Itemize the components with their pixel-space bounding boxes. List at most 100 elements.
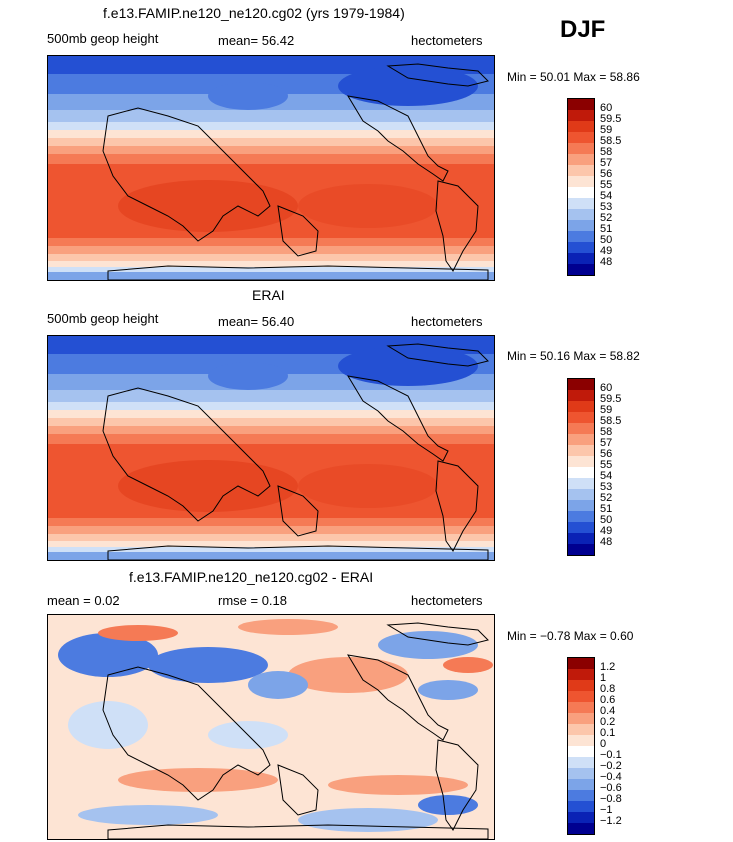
colorbar-tick-label: 50 (600, 234, 613, 246)
colorbar-tick-label: 0.8 (600, 683, 616, 695)
colorbar-tick-label: 1 (600, 672, 607, 684)
colorbar-tick-label: 1.2 (600, 661, 616, 673)
colorbar-tick-label: −1 (600, 804, 613, 816)
field-band (48, 541, 494, 547)
coastline (107, 545, 489, 560)
panel-1-colorbar (567, 98, 595, 276)
colorbar-swatch (568, 790, 594, 801)
colorbar-swatch (568, 187, 594, 198)
colorbar-swatch (568, 434, 594, 445)
field-band (48, 534, 494, 541)
field-band (48, 267, 494, 272)
colorbar-swatch (568, 724, 594, 735)
field-anomaly (78, 805, 218, 825)
panel-2-minmax: Min = 50.16 Max = 58.82 (507, 349, 640, 363)
panel-3-minmax: Min = −0.78 Max = 0.60 (507, 629, 634, 643)
colorbar-tick-label: 59 (600, 124, 613, 136)
colorbar-tick-label: 0.2 (600, 716, 616, 728)
colorbar-swatch (568, 99, 594, 110)
field-trough (208, 82, 288, 110)
field-band (48, 390, 494, 402)
season-label: DJF (560, 16, 606, 43)
colorbar-swatch (568, 713, 594, 724)
panel-2-map (47, 335, 495, 561)
coastline (107, 824, 489, 839)
field-anomaly (68, 701, 148, 749)
coastline (102, 387, 271, 522)
panel-3-title: f.e13.FAMIP.ne120_ne120.cg02 - ERAI (129, 569, 374, 585)
colorbar-swatch (568, 500, 594, 511)
colorbar-swatch (568, 779, 594, 790)
colorbar-tick-label: 0 (600, 738, 607, 750)
field-band (48, 122, 494, 130)
colorbar-swatch (568, 757, 594, 768)
field-band (48, 552, 494, 560)
coastline (435, 460, 479, 552)
coastline (277, 485, 319, 537)
colorbar-swatch (568, 445, 594, 456)
colorbar-swatch (568, 209, 594, 220)
field-anomaly (378, 631, 478, 659)
colorbar-tick-label: 0.4 (600, 705, 616, 717)
coastline (347, 654, 449, 741)
colorbar-tick-label: −0.1 (600, 749, 622, 761)
coastline (386, 63, 489, 87)
panel-3-map (47, 614, 495, 840)
field-trough (338, 346, 478, 386)
colorbar-tick-label: 0.1 (600, 727, 616, 739)
field-band (48, 254, 494, 261)
colorbar-tick-label: 59.5 (600, 113, 622, 125)
colorbar-tick-label: 57 (600, 437, 613, 449)
field-ridge (118, 460, 298, 512)
field-band (48, 154, 494, 164)
panel-1-units-label: hectometers (411, 33, 483, 48)
colorbar-swatch (568, 478, 594, 489)
field-anomaly (238, 619, 338, 635)
colorbar-tick-label: 54 (600, 190, 613, 202)
panel-1-variable-label: 500mb geop height (47, 31, 159, 46)
panel-2-colorbar (567, 378, 595, 556)
panel-1-map (47, 55, 495, 281)
colorbar-swatch (568, 132, 594, 143)
field-band (48, 547, 494, 552)
colorbar-tick-label: 53 (600, 481, 613, 493)
colorbar-tick-label: −0.6 (600, 782, 622, 794)
field-band (48, 526, 494, 534)
field-ridge (298, 464, 438, 508)
panel-1-title: f.e13.FAMIP.ne120_ne120.cg02 (yrs 1979-1… (103, 5, 405, 21)
colorbar-swatch (568, 264, 594, 275)
colorbar-tick-label: −0.4 (600, 771, 622, 783)
coastline (102, 666, 271, 801)
colorbar-tick-label: 56 (600, 168, 613, 180)
panel-2-title: ERAI (252, 287, 285, 303)
colorbar-swatch (568, 489, 594, 500)
colorbar-tick-label: 52 (600, 212, 613, 224)
colorbar-tick-label: −1.2 (600, 815, 622, 827)
coastline (347, 375, 449, 462)
panel-3-rmse-label: rmse = 0.18 (218, 593, 288, 608)
field-band (48, 110, 494, 122)
coastline (277, 764, 319, 816)
colorbar-swatch (568, 467, 594, 478)
coastline (386, 622, 489, 646)
panel-3-colorbar (567, 657, 595, 835)
colorbar-swatch (568, 423, 594, 434)
field-band (48, 238, 494, 246)
coastline (277, 205, 319, 257)
colorbar-swatch (568, 154, 594, 165)
field-anomaly (288, 657, 408, 693)
field-anomaly (298, 808, 438, 832)
colorbar-tick-label: 58.5 (600, 135, 622, 147)
colorbar-tick-label: 55 (600, 179, 613, 191)
colorbar-swatch (568, 658, 594, 669)
colorbar-tick-label: 59.5 (600, 393, 622, 405)
colorbar-swatch (568, 110, 594, 121)
colorbar-swatch (568, 379, 594, 390)
colorbar-swatch (568, 198, 594, 209)
colorbar-tick-label: 59 (600, 404, 613, 416)
field-band (48, 146, 494, 154)
colorbar-swatch (568, 511, 594, 522)
field-band (48, 402, 494, 410)
colorbar-swatch (568, 691, 594, 702)
field-band (48, 418, 494, 426)
